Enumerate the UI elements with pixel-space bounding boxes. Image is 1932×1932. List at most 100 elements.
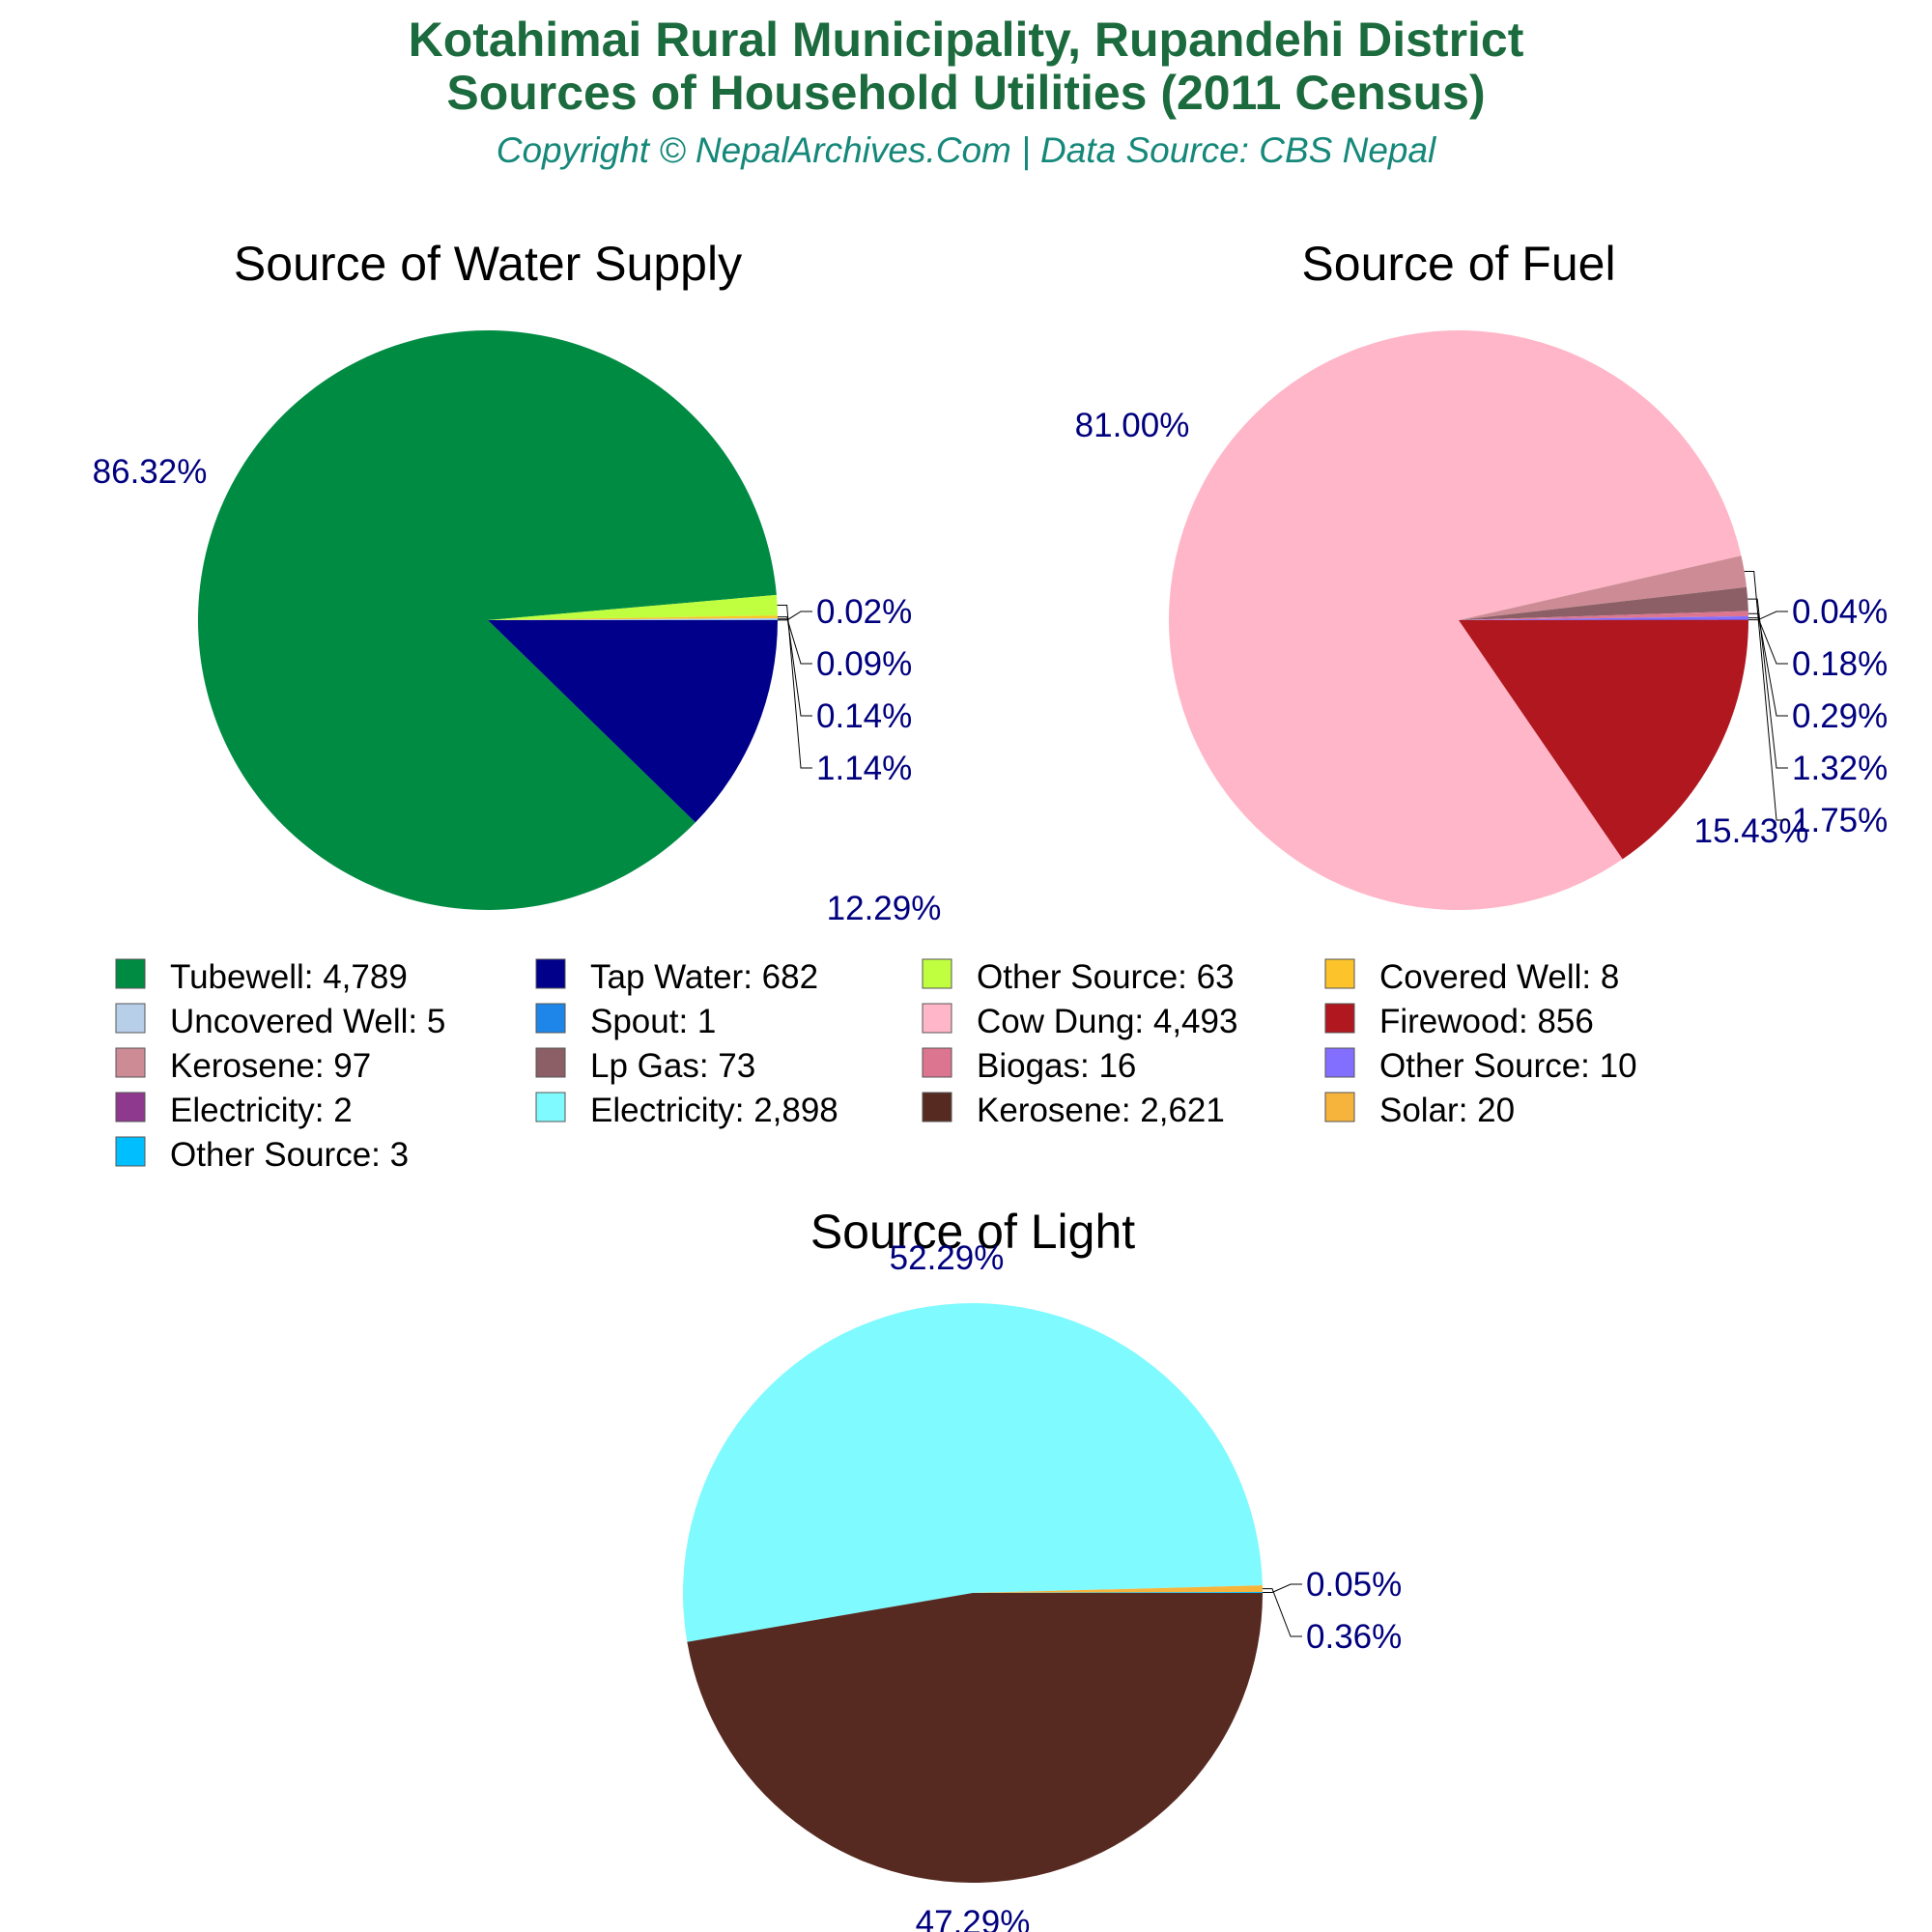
legend-label: Other Source: 3 [170,1136,409,1174]
legend-item: Kerosene: 2,621 [922,1092,1225,1129]
legend-swatch [1324,958,1355,989]
legend-item: Firewood: 856 [1324,1003,1594,1040]
pie-slice [683,1303,1263,1642]
legend-swatch [115,958,146,989]
percent-label: 0.05% [1306,1566,1402,1604]
legend-item: Kerosene: 97 [115,1047,371,1085]
leader-line [1747,598,1788,769]
legend-label: Firewood: 856 [1379,1003,1594,1040]
pie-slice [973,1585,1263,1593]
pie-title: Source of Light [810,1205,1135,1259]
legend-label: Spout: 1 [590,1003,716,1040]
legend-swatch [922,1003,952,1034]
leader-line [777,616,812,717]
legend-label: Kerosene: 97 [170,1047,371,1085]
legend-label: Electricity: 2,898 [590,1092,838,1129]
leader-line [1747,612,1788,717]
percent-label: 52.29% [890,1239,1005,1277]
legend-item: Other Source: 63 [922,958,1235,996]
percent-label: 0.36% [1306,1618,1402,1656]
leader-line [777,618,812,665]
percent-label: 81.00% [1075,407,1190,444]
legend-item: Uncovered Well: 5 [115,1003,445,1040]
legend-swatch [115,1003,146,1034]
legend-label: Biogas: 16 [977,1047,1136,1085]
pie-slice [1459,555,1747,620]
leader-line [777,605,812,769]
pie-slice [1459,620,1748,860]
pie-slice [1459,619,1748,620]
pie-slice [197,330,777,911]
legend-swatch [535,958,566,989]
legend-item: Solar: 20 [1324,1092,1515,1129]
percent-label: 1.75% [1792,802,1888,839]
pie-charts: Source of Water Supply 86.32% 12.29% 0.02% 0… [93,237,1889,1932]
pie-1: Source of Water Supply 86.32% 12.29% 0.02% 0… [93,237,942,927]
legend-label: Solar: 20 [1379,1092,1515,1129]
legend-label: Lp Gas: 73 [590,1047,755,1085]
pie-slice [1459,586,1748,620]
legend-label: Covered Well: 8 [1379,958,1619,996]
legend-swatch [115,1047,146,1078]
legend-swatch [535,1047,566,1078]
legend-swatch [535,1092,566,1122]
pie-slice [973,1591,1263,1593]
subtitle: Copyright © NepalArchives.Com | Data Sou… [497,130,1437,170]
legend-label: Cow Dung: 4,493 [977,1003,1237,1040]
percent-label: 15.43% [1694,812,1809,850]
leader-line [777,611,812,621]
legend-swatch [1324,1047,1355,1078]
legend-label: Tubewell: 4,789 [170,958,408,996]
legend-swatch [115,1092,146,1122]
percent-label: 86.32% [93,453,208,491]
leader-line [1747,611,1788,621]
legend-label: Other Source: 63 [977,958,1235,996]
legend-item: Covered Well: 8 [1324,958,1619,996]
legend-item: Electricity: 2,898 [535,1092,838,1129]
legend-label: Uncovered Well: 5 [170,1003,445,1040]
legend-label: Kerosene: 2,621 [977,1092,1225,1129]
legend: Tubewell: 4,789 Tap Water: 682 Other Sourc… [115,958,1637,1174]
legend-item: Spout: 1 [535,1003,716,1040]
legend-item: Tap Water: 682 [535,958,818,996]
pie-2: Source of Fuel 81.00% 15.43% 0.04% 0.18% 0.29… [1075,237,1888,911]
legend-swatch [922,1047,952,1078]
legend-swatch [115,1136,146,1167]
percent-label: 1.32% [1792,750,1888,787]
percent-label: 0.04% [1792,593,1888,631]
pie-slice [1459,611,1748,620]
pie-slice [1459,615,1748,620]
legend-label: Tap Water: 682 [590,958,818,996]
main-title-line1: Kotahimai Rural Municipality, Rupandehi … [409,13,1524,67]
main-title-line2: Sources of Household Utilities (2011 Cen… [446,66,1485,120]
pie-slice [1169,330,1742,911]
leader-line [1744,570,1788,821]
pie-title: Source of Fuel [1301,237,1615,291]
leader-line [1262,1588,1302,1637]
leader-line [1262,1583,1302,1593]
legend-swatch [1324,1092,1355,1122]
legend-item: Lp Gas: 73 [535,1047,755,1085]
percent-label: 0.02% [816,593,912,631]
legend-item: Cow Dung: 4,493 [922,1003,1237,1040]
legend-swatch [922,958,952,989]
pie-slice [687,1593,1263,1883]
pie-slice [488,615,778,620]
legend-swatch [535,1003,566,1034]
percent-label: 0.09% [816,645,912,683]
legend-item: Other Source: 10 [1324,1047,1637,1085]
legend-item: Biogas: 16 [922,1047,1136,1085]
legend-item: Other Source: 3 [115,1136,409,1174]
pie-title: Source of Water Supply [234,237,742,291]
legend-swatch [922,1092,952,1122]
legend-label: Other Source: 10 [1379,1047,1637,1085]
pie-slice [488,620,778,823]
legend-label: Electricity: 2 [170,1092,353,1129]
leader-line [1747,617,1788,665]
percent-label: 12.29% [827,890,942,927]
pie-slice [488,617,778,620]
legend-swatch [1324,1003,1355,1034]
pie-slice [488,594,778,620]
